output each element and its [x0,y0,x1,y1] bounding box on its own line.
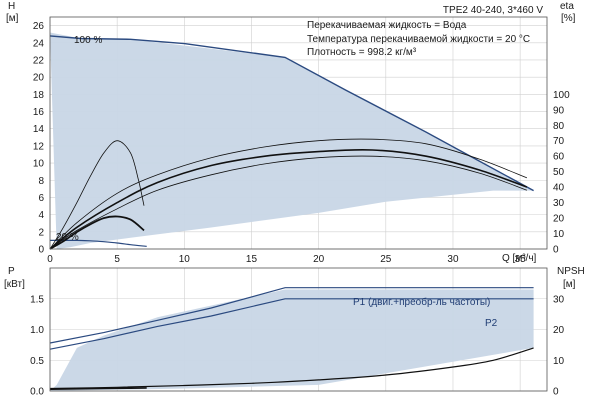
y-right-tick-label: 100 [553,90,570,101]
y-left-tick-label: 4 [38,210,44,221]
y-left-label-top: H [8,1,15,12]
y-left-label-bottom: P [8,266,15,277]
y-left-tick-label: 18 [33,90,45,101]
x-tick-label: 5 [114,254,120,265]
x-tick-label: 15 [246,254,258,265]
y-left-tick-label: 14 [33,124,45,135]
y-left-tick-label: 12 [33,141,45,152]
p-tick-label: 1.0 [30,325,44,336]
y-left-tick-label: 16 [33,107,45,118]
y-right-tick-label: 70 [553,136,565,147]
x-axis-label: Q [м³/ч] [502,253,537,264]
annotation-100-percent: 100 % [74,35,102,46]
x-tick-label: 0 [47,254,53,265]
y-right-tick-label: 40 [553,183,565,194]
x-tick-label: 35 [515,254,527,265]
y-right-tick-label: 50 [553,167,565,178]
y-left-tick-label: 8 [38,176,44,187]
curve-p-20 [49,387,147,390]
bottom-envelope [50,289,534,391]
y-left-tick-label: 20 [33,73,45,84]
p-tick-label: 1.5 [30,294,44,305]
y-left-unit-top: [м] [6,13,19,24]
bottom-curves [49,287,534,390]
p-tick-label: 0.5 [30,356,44,367]
y-right-label-bottom: NPSH [557,266,585,277]
p-tick-label: 0.0 [30,387,44,398]
curve-head-100 [49,35,534,192]
power-envelope [50,289,534,391]
npsh-tick-label: 20 [553,325,565,336]
y-left-tick-label: 10 [33,159,45,170]
y-right-unit-bottom: [м] [563,279,576,290]
y-right-label-top: eta [560,1,574,12]
top-curves [49,35,534,250]
y-right-unit-top: [%] [561,13,576,24]
y-left-unit-bottom: [кВт] [4,279,25,290]
curve-eta-20-thick [49,215,145,250]
npsh-tick-label: 0 [553,387,559,398]
bottom-frame [49,267,548,392]
info-temperature: Температура перекачиваемой жидкости = 20… [307,34,530,45]
bottom-axes: 0.0 0.5 1.0 1.5 0 10 20 30 [30,267,565,398]
npsh-tick-label: 30 [553,294,565,305]
y-left-tick-label: 22 [33,55,45,66]
x-tick-label: 10 [179,254,191,265]
annotation-20-percent: 20 % [56,232,79,243]
y-left-tick-label: 2 [38,227,44,238]
y-left-tick-label: 0 [38,245,44,256]
y-left-tick-label: 26 [33,21,45,32]
curve-eta-thin [49,138,528,250]
p1-label: P1 (двиг.+преобр-ль частоты) [353,296,490,308]
info-density: Плотность = 998.2 кг/м³ [307,47,417,58]
y-right-tick-label: 30 [553,198,565,209]
x-tick-label: 30 [447,254,459,265]
top-frame [49,16,548,250]
x-tick-label: 25 [380,254,392,265]
chart-title: TPE2 40-240, 3*460 V [443,5,543,16]
npsh-tick-label: 10 [553,356,565,367]
curve-eta-thick [49,148,528,250]
p2-label: P2 [485,318,498,329]
curve-eta-mid [49,155,528,250]
y-right-tick-label: 90 [553,105,565,116]
y-right-tick-label: 0 [553,245,559,256]
top-axes: 0 5 10 15 20 25 30 3502468101214161820222426010… [33,16,570,265]
y-right-tick-label: 60 [553,152,565,163]
curve-p1 [49,287,534,344]
info-liquid: Перекачиваемая жидкость = Вода [307,20,467,31]
curve-npsh [49,347,534,390]
y-right-tick-label: 80 [553,121,565,132]
operating-envelope [50,32,534,249]
top-envelope [50,32,534,249]
y-left-tick-label: 24 [33,38,45,49]
y-right-tick-label: 10 [553,229,565,240]
x-tick-label: 20 [313,254,325,265]
curve-p2 [49,298,534,350]
curve-eta-20 [49,140,145,250]
y-right-tick-label: 20 [553,214,565,225]
y-left-tick-label: 6 [38,193,44,204]
